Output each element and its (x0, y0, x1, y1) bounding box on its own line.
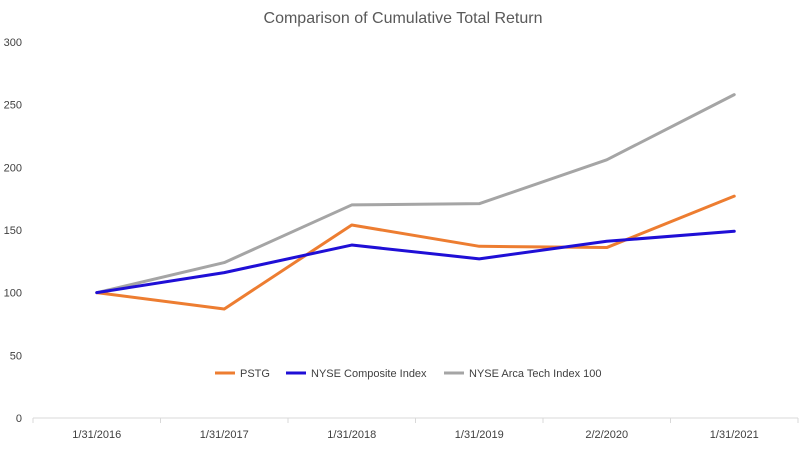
legend-label: PSTG (240, 368, 270, 380)
y-axis-ticks: 0 50 100 150 200 250 300 (4, 37, 22, 425)
x-tick-label: 1/31/2019 (455, 429, 504, 441)
x-tick-label: 1/31/2016 (72, 429, 121, 441)
x-tick-label: 1/31/2021 (710, 429, 759, 441)
x-axis-labels: 1/31/2016 1/31/2017 1/31/2018 1/31/2019 2/2/… (72, 429, 758, 441)
y-tick-label: 50 (10, 350, 22, 362)
series-lines (95, 93, 736, 311)
legend-label: NYSE Composite Index (311, 368, 427, 380)
y-tick-label: 100 (4, 288, 22, 300)
y-tick-label: 250 (4, 100, 22, 112)
y-tick-label: 300 (4, 37, 22, 49)
y-tick-label: 200 (4, 162, 22, 174)
x-tick-label: 1/31/2018 (327, 429, 376, 441)
legend: PSTG NYSE Composite Index NYSE Arca Tech I… (215, 368, 602, 380)
x-tick-label: 1/31/2017 (200, 429, 249, 441)
y-tick-label: 0 (16, 413, 22, 425)
series-line-nyse-arca-tech-index-100 (95, 93, 736, 295)
x-tick-label: 2/2/2020 (585, 429, 628, 441)
chart-title: Comparison of Cumulative Total Return (264, 10, 543, 27)
y-tick-label: 150 (4, 225, 22, 237)
series-line-nyse-composite-index (95, 229, 736, 295)
x-axis-ticks (32, 418, 799, 423)
legend-label: NYSE Arca Tech Index 100 (469, 368, 602, 380)
